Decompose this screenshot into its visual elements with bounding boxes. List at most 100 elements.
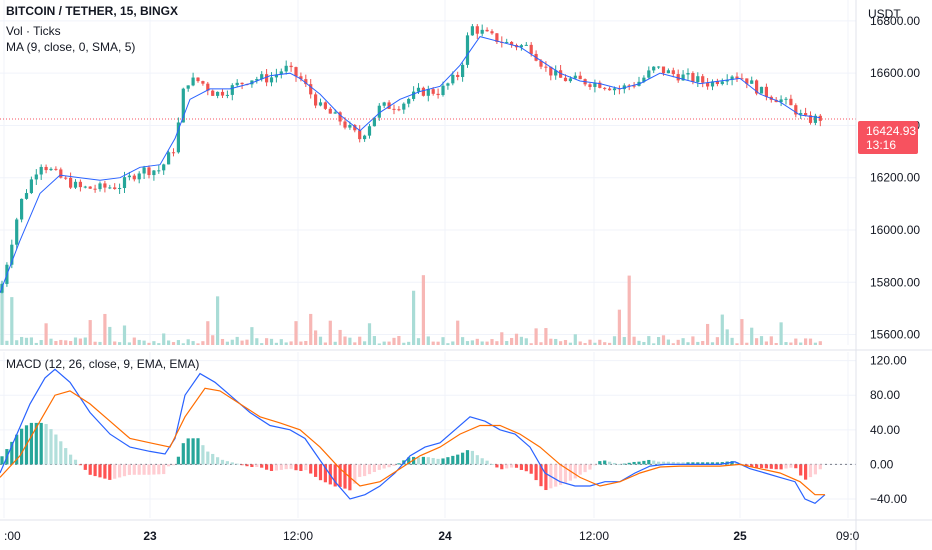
candle-body — [122, 177, 127, 189]
candle-body — [196, 77, 200, 82]
histogram-bar — [250, 464, 254, 467]
histogram-bar — [304, 464, 308, 471]
candle-body — [701, 76, 705, 83]
candle-body — [490, 31, 494, 34]
time-axis[interactable]: :00 23 12:00 24 12:00 25 09:0 — [4, 529, 860, 543]
macd-legend[interactable]: MACD (12, 26, close, 9, EMA, EMA) — [6, 357, 200, 371]
histogram-bar — [701, 462, 705, 465]
candle-body — [544, 66, 548, 68]
candle-body — [162, 164, 166, 171]
volume-bar — [534, 328, 538, 345]
volume-bar — [490, 339, 494, 345]
volume-bar — [73, 337, 78, 345]
histogram-bar — [519, 464, 523, 470]
volume-bar — [196, 343, 200, 345]
volume-bar — [568, 342, 572, 345]
candle-body — [691, 73, 695, 83]
candle-body — [93, 188, 97, 190]
time-tick-label: 12:00 — [283, 529, 313, 543]
volume-bar — [666, 339, 670, 345]
price-axis[interactable]: 16800.0016600.0016400.0016200.0016000.00… — [870, 14, 920, 342]
histogram-bar — [657, 461, 661, 465]
candle-body — [461, 64, 465, 78]
histogram-bar — [598, 461, 602, 465]
histogram-bar — [279, 464, 283, 470]
candle-body — [363, 135, 367, 140]
volume-bar — [500, 332, 504, 345]
currency-label: USDT — [868, 7, 901, 21]
candle-body — [220, 91, 225, 96]
candle-body — [34, 174, 38, 180]
histogram-bar — [338, 464, 342, 487]
candle-body — [348, 125, 352, 128]
volume-bar — [39, 340, 43, 345]
volume-bar — [539, 342, 543, 345]
candle-body — [69, 177, 73, 188]
candle-body — [573, 75, 577, 79]
candle-body — [804, 113, 808, 116]
volume-bar — [774, 343, 778, 345]
volume-bar — [377, 343, 381, 345]
candle-body — [451, 74, 455, 84]
candle-body — [485, 29, 489, 32]
candle-body — [372, 117, 376, 127]
candle-body — [706, 82, 710, 87]
candle-body — [554, 70, 558, 76]
histogram-bar — [367, 464, 372, 475]
candle-body — [108, 187, 112, 189]
candle-body — [563, 77, 568, 82]
histogram-bar — [456, 454, 460, 465]
volume-bar — [725, 329, 729, 345]
volume-bar — [412, 290, 416, 345]
candle-body — [426, 89, 430, 96]
volume-bar — [137, 339, 141, 345]
candle-body — [608, 88, 612, 91]
candle-body — [78, 181, 82, 188]
candle-body — [269, 77, 274, 83]
candle-body — [73, 181, 78, 188]
candle-body — [421, 87, 425, 96]
price-tick-label: 16800.00 — [870, 14, 920, 28]
volume-bar — [510, 337, 514, 345]
volume-bar — [294, 321, 298, 345]
volume-bar — [514, 333, 519, 345]
volume-bar — [5, 340, 9, 345]
volume-bar — [813, 342, 817, 345]
volume-bar — [426, 336, 430, 345]
histogram-bar — [745, 464, 749, 467]
candle-body — [779, 99, 783, 103]
histogram-bar — [416, 457, 421, 465]
histogram-bar — [485, 460, 489, 465]
candle-body — [794, 105, 798, 115]
volume-bar — [353, 342, 357, 345]
volume-bar — [98, 341, 102, 345]
volume-bar — [220, 338, 225, 345]
volume-bar — [407, 341, 411, 345]
ma-legend[interactable]: MA (9, close, 0, SMA, 5) — [6, 40, 136, 54]
macd-axis[interactable]: 120.00 80.00 40.00 0.00 −40.00 — [870, 354, 907, 506]
volume-bar — [78, 338, 82, 345]
candle-body — [279, 71, 283, 75]
volume-bar — [34, 342, 38, 345]
histogram-bar — [441, 458, 445, 465]
symbol-title[interactable]: BITCOIN / TETHER, 15, BINGX — [6, 4, 179, 18]
candle-body — [314, 94, 318, 106]
volume-bar — [20, 336, 24, 345]
volume-legend[interactable]: Vol · Ticks — [6, 24, 61, 38]
candle-body — [642, 77, 646, 82]
volume-bar — [818, 341, 822, 345]
volume-bar — [622, 336, 626, 345]
volume-bar — [29, 337, 33, 345]
volume-bar — [64, 340, 68, 345]
histogram-bar — [0, 456, 4, 465]
histogram-bar — [750, 464, 754, 468]
candle-body — [309, 84, 313, 95]
candle-body — [510, 41, 514, 46]
histogram-bar — [103, 464, 107, 479]
candle-body — [44, 166, 48, 171]
volume-bar — [122, 325, 127, 345]
volume-bar — [563, 339, 568, 345]
volume-bar — [269, 338, 274, 345]
histogram-bar — [358, 464, 362, 477]
